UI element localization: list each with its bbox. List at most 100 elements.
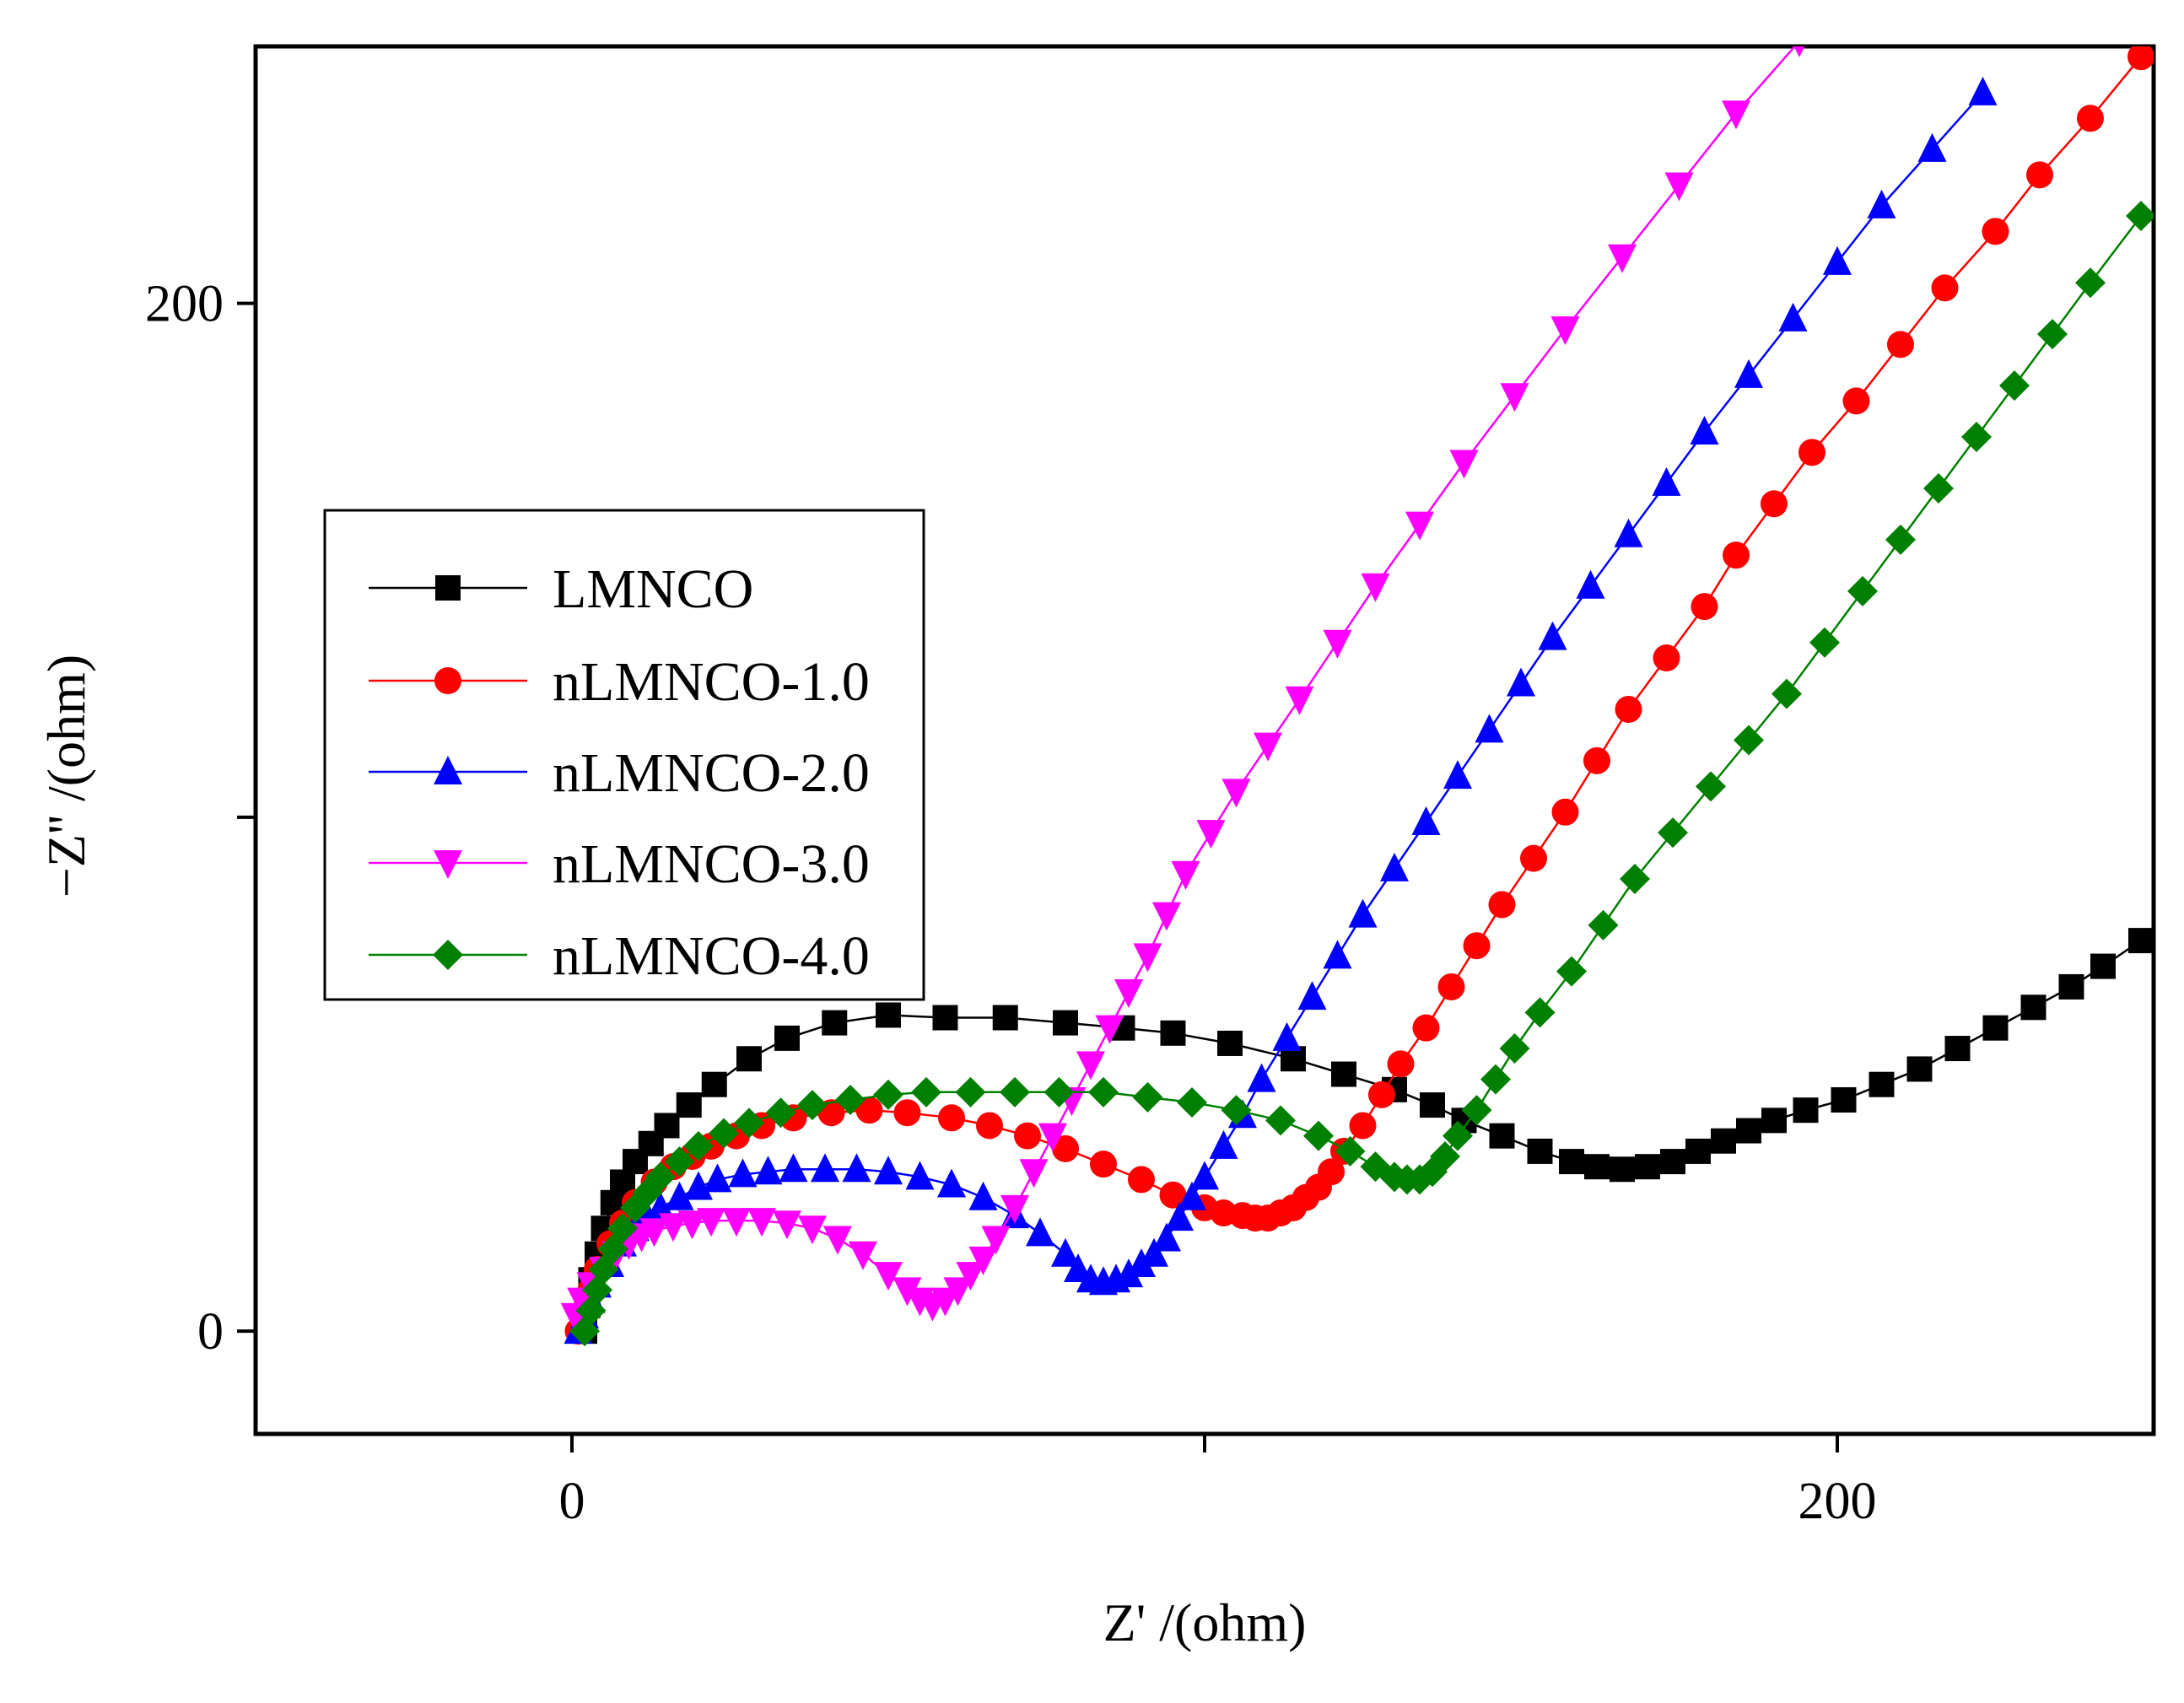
data-point (1127, 1248, 1156, 1277)
data-point (1152, 902, 1181, 931)
data-point (938, 1104, 965, 1132)
data-point (1793, 1097, 1819, 1124)
axis-ticks (237, 301, 1839, 1452)
data-point (1196, 820, 1226, 849)
data-point (873, 1079, 903, 1110)
data-point (1761, 1107, 1787, 1134)
data-point (2126, 201, 2154, 232)
data-point (798, 1215, 827, 1245)
data-point (1736, 1118, 1761, 1144)
data-point (1982, 218, 2009, 245)
data-point (1614, 518, 1643, 547)
data-point (684, 1171, 713, 1200)
data-point (1556, 956, 1587, 987)
data-point (1297, 981, 1327, 1010)
data-point (1053, 1010, 1078, 1036)
data-point (1778, 302, 1808, 331)
data-point (607, 1213, 638, 1244)
data-point (1968, 76, 1998, 105)
data-point (956, 1262, 985, 1291)
data-point (2020, 994, 2046, 1021)
data-point (968, 1181, 998, 1210)
data-point (1524, 997, 1556, 1028)
plot-area (560, 46, 2154, 1347)
data-point (1171, 860, 1200, 890)
data-point (955, 1076, 986, 1107)
data-point (677, 1210, 707, 1240)
data-point (1583, 746, 1610, 774)
data-point (1507, 667, 1535, 697)
data-point (1691, 593, 1718, 621)
data-point (876, 1002, 901, 1028)
data-point (1823, 245, 1852, 275)
data-point (1405, 511, 1434, 541)
data-point (1159, 1181, 1187, 1209)
legend-item: nLMNCO-3.0 (369, 833, 870, 895)
data-point (911, 1076, 941, 1107)
data-point (1923, 472, 1954, 504)
data-point (1847, 575, 1878, 606)
data-point (1588, 909, 1619, 940)
data-point (1331, 1061, 1356, 1087)
data-point (1809, 627, 1840, 658)
data-point (1475, 714, 1504, 743)
data-point (1272, 1021, 1302, 1051)
data-point (1177, 1087, 1207, 1118)
data-point (1500, 383, 1529, 412)
data-point (2058, 973, 2084, 1000)
legend-item: nLMNCO-1.0 (369, 651, 870, 713)
data-point (1221, 779, 1251, 808)
legend-marker (434, 756, 462, 784)
legend-label: nLMNCO-4.0 (553, 925, 870, 987)
data-point (1412, 1014, 1440, 1042)
data-point (765, 1097, 796, 1129)
data-point (849, 1241, 877, 1270)
data-point (2077, 105, 2104, 132)
data-point (1335, 1135, 1366, 1167)
data-point (1550, 316, 1580, 346)
data-point (1443, 760, 1472, 790)
legend-marker (433, 940, 463, 970)
data-point (811, 1153, 839, 1183)
data-point (1019, 1159, 1049, 1188)
data-point (753, 1156, 783, 1185)
data-point (1052, 1134, 1079, 1162)
data-point (1931, 274, 1959, 302)
legend-item: LMNCO (369, 558, 753, 620)
data-point (1038, 1123, 1067, 1152)
data-point (1520, 844, 1547, 872)
data-point (1178, 1181, 1206, 1210)
data-point (874, 1156, 903, 1185)
data-point (992, 1005, 1018, 1031)
data-point (892, 1277, 922, 1307)
data-point (1658, 817, 1688, 849)
data-point (1132, 1081, 1163, 1113)
data-point (1559, 1149, 1584, 1175)
legend-marker (434, 850, 462, 879)
axis-tick-labels: 0 200 0 200 (145, 276, 1877, 1530)
data-point (981, 1226, 1011, 1255)
data-point (779, 1153, 808, 1183)
data-point (1133, 943, 1162, 973)
data-point (728, 1158, 758, 1188)
data-point (2075, 267, 2106, 299)
x-tick-label: 200 (1798, 1473, 1877, 1530)
data-point (1551, 798, 1579, 826)
data-point (676, 1092, 702, 1118)
data-point (855, 1097, 883, 1124)
data-point (1349, 1112, 1377, 1140)
data-point (2090, 953, 2116, 979)
data-point (1323, 629, 1352, 659)
data-point (1906, 1056, 1933, 1082)
x-axis-title: Z' /(ohm) (1103, 1593, 1307, 1652)
data-point (1165, 1202, 1194, 1231)
data-point (645, 1161, 676, 1193)
data-point (842, 1153, 871, 1183)
data-point (1798, 439, 1825, 466)
data-point (1584, 1154, 1610, 1180)
data-point (2128, 928, 2154, 954)
legend-item: nLMNCO-4.0 (369, 925, 870, 987)
data-point (822, 1010, 848, 1036)
data-point (773, 1210, 801, 1240)
data-point (1449, 450, 1479, 479)
